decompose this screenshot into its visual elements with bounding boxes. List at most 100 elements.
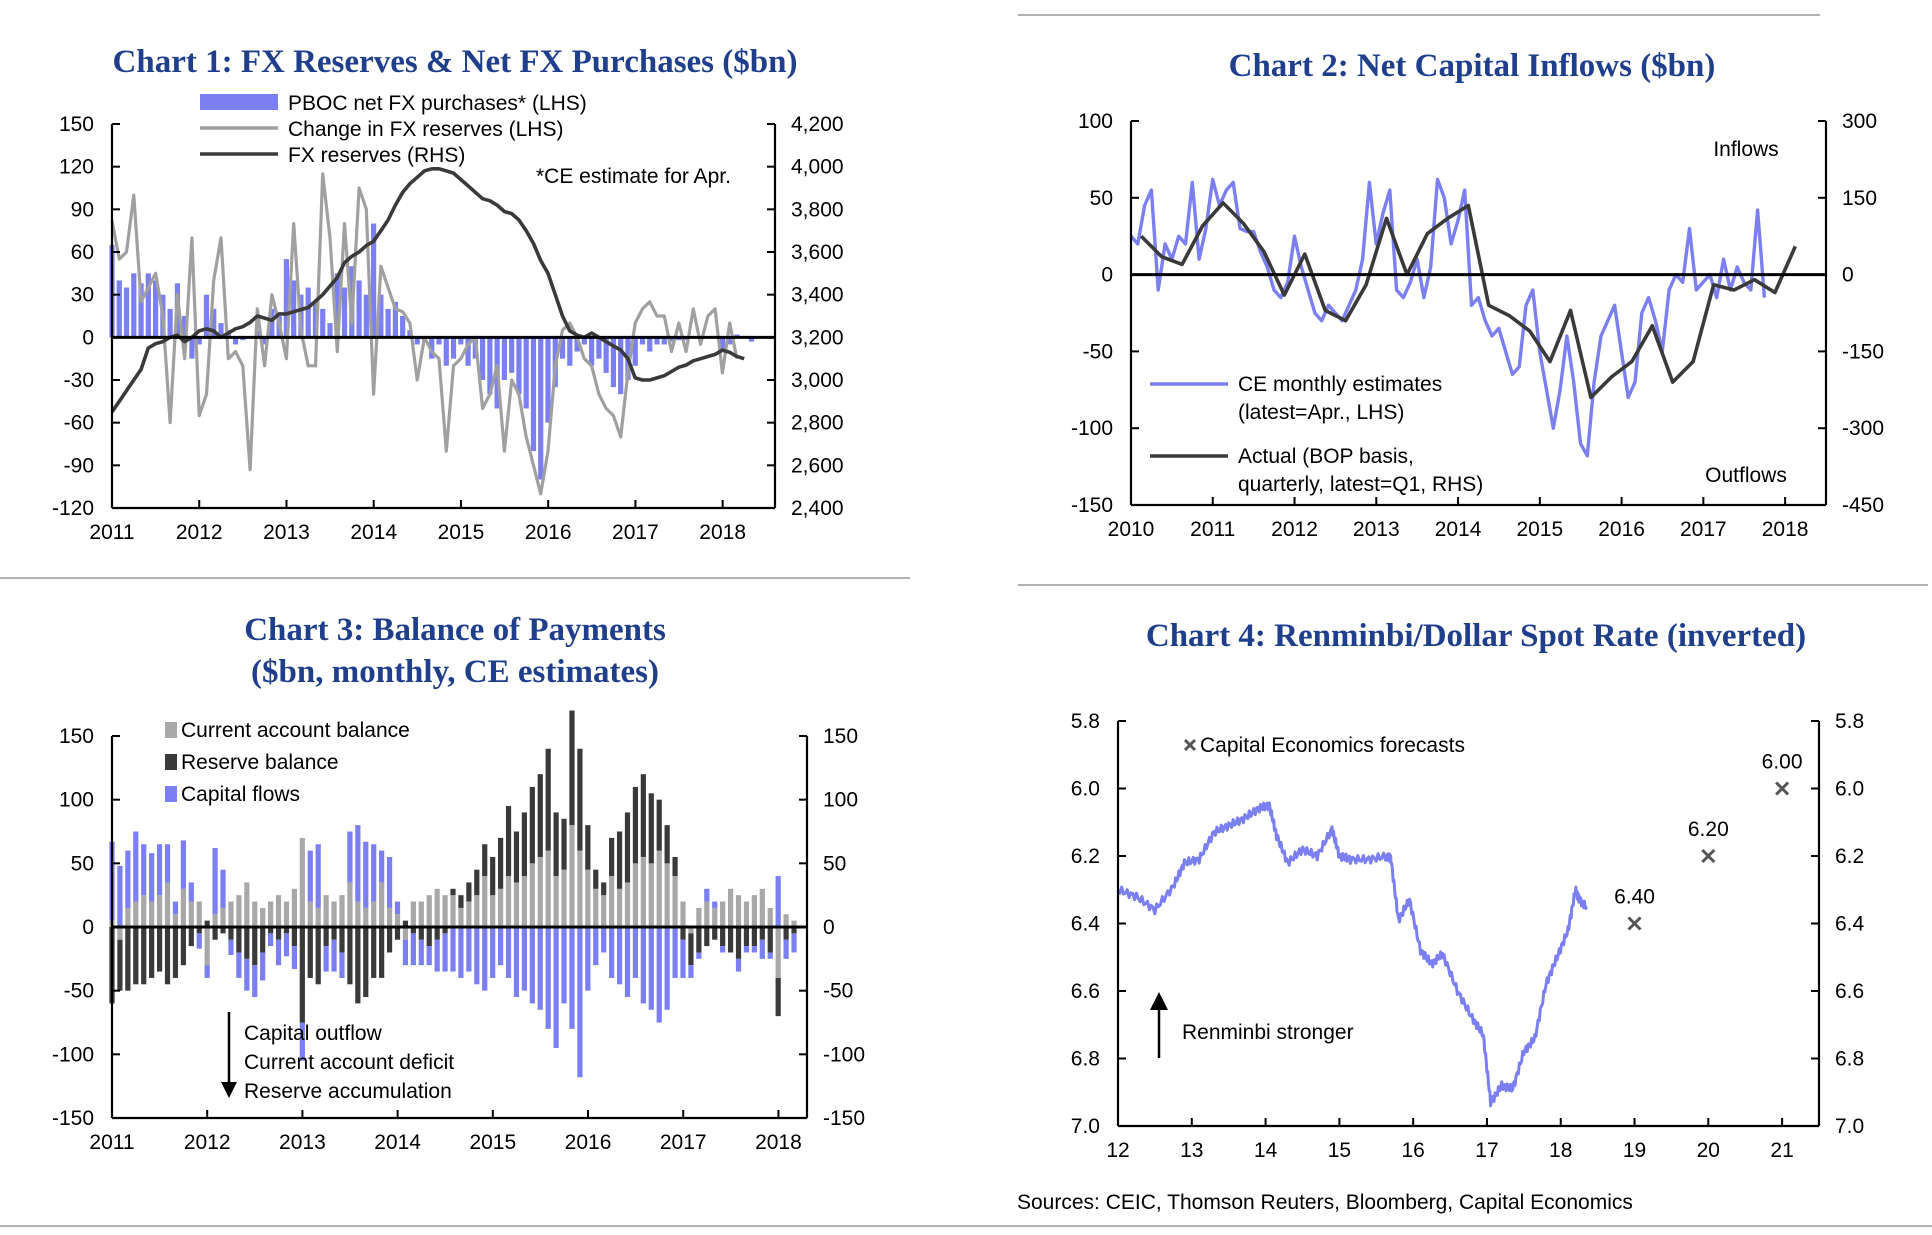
chart-3-bar-reserve-balance <box>418 927 424 940</box>
chart-3-legend-swatch-reserve <box>165 754 177 770</box>
chart-3-bar-capital-flows <box>347 831 353 883</box>
chart-3-bar-current-account <box>252 901 258 927</box>
chart-1-title: Chart 1: FX Reserves & Net FX Purchases … <box>113 44 798 80</box>
chart-3-bar-current-account <box>735 895 742 927</box>
chart-1-bar-pboc-purchases <box>392 301 399 338</box>
chart-1-bar-pboc-purchases <box>378 294 384 338</box>
chart-3-legend-swatch-current <box>165 722 177 738</box>
chart-1-bar-pboc-purchases <box>385 308 391 338</box>
chart-3-bar-reserve-balance <box>680 927 686 940</box>
chart-3-bar-reserve-balance <box>363 927 369 998</box>
chart-3-bar-capital-flows <box>434 939 440 972</box>
chart-3-bar-reserve-balance <box>394 927 401 940</box>
c1-left-tick-label: -60 <box>64 412 94 435</box>
chart-3-bar-capital-flows <box>410 933 416 966</box>
c4-bottom-tick-label: 14 <box>1254 1139 1278 1162</box>
chart-3-bar-current-account <box>664 863 670 927</box>
chart-3-bar-reserve-balance <box>672 856 678 877</box>
chart-3-bar-current-account <box>156 895 163 927</box>
chart-3-bar-current-account <box>720 901 726 927</box>
chart-3-bar-current-account <box>585 869 591 927</box>
c4-right-tick-label: 7.0 <box>1835 1115 1864 1138</box>
c2-left-tick-label: 100 <box>1078 110 1113 133</box>
chart-1-bar-pboc-purchases <box>450 337 457 359</box>
chart-3-bar-current-account <box>149 901 155 927</box>
chart-1-bar-pboc-purchases <box>334 273 340 338</box>
chart-3-bar-current-account <box>220 907 226 927</box>
chart-3-bar-capital-flows <box>624 927 631 998</box>
chart-3-bar-capital-flows <box>220 869 226 908</box>
chart-3-bar-current-account <box>624 882 631 927</box>
chart-3-bar-reserve-balance <box>783 927 789 940</box>
chart-1-bar-pboc-purchases <box>509 337 515 373</box>
chart-3-bar-capital-flows <box>704 888 710 902</box>
chart-3-bar-reserve-balance <box>545 748 551 851</box>
chart-3-bar-current-account <box>355 901 361 927</box>
chart-3-bar-current-account <box>133 901 139 927</box>
chart-3-bar-capital-flows <box>688 965 694 978</box>
chart-3-bar-reserve-balance <box>331 927 337 940</box>
chart-3-bar-capital-flows <box>307 850 313 902</box>
chart-1-bar-pboc-purchases <box>538 337 544 480</box>
chart-3-bar-current-account <box>791 920 797 927</box>
c2-left-tick-label: -100 <box>1071 417 1113 440</box>
chart-3-bar-reserve-balance <box>601 882 607 896</box>
chart-3-bar-reserve-balance <box>283 927 290 934</box>
chart-1-bar-pboc-purchases <box>305 287 311 338</box>
chart-1-bar-pboc-purchases <box>719 337 726 352</box>
chart-3-bar-reserve-balance <box>125 927 131 991</box>
chart-3-bar-current-account <box>767 907 773 927</box>
c2-bottom-tick-label: 2014 <box>1435 518 1482 541</box>
chart-1-bar-pboc-purchases <box>269 308 275 338</box>
chart-3-bar-capital-flows <box>355 825 361 902</box>
chart-3-bar-capital-flows <box>577 927 583 1078</box>
chart-3-bar-current-account <box>616 888 623 927</box>
chart-3-bar-reserve-balance <box>616 831 623 889</box>
chart-4: Chart 4: Renminbi/Dollar Spot Rate (inve… <box>1071 618 1865 1162</box>
chart-3-bar-reserve-balance <box>569 710 575 826</box>
chart-3-bar-reserve-balance <box>791 927 797 934</box>
chart-3-bar-current-account <box>228 901 234 927</box>
c2-left-tick-label: 0 <box>1101 264 1113 287</box>
c1-bottom-tick-label: 2013 <box>263 521 310 544</box>
c3-left-tick-label: 150 <box>59 725 94 748</box>
chart-3-bar-reserve-balance <box>347 927 353 985</box>
chart-1-bar-pboc-purchases <box>131 273 137 338</box>
c3-right-tick-label: 0 <box>823 916 835 939</box>
chart-3-bar-current-account <box>680 901 686 927</box>
chart-3-bar-reserve-balance <box>529 786 535 864</box>
chart-1-bar-pboc-purchases <box>530 337 537 452</box>
chart-3-bar-capital-flows <box>188 882 194 902</box>
chart-1-bar-pboc-purchases <box>632 337 638 366</box>
chart-3-bar-current-account <box>751 895 757 927</box>
chart-2-legend-monthly-1: CE monthly estimates <box>1238 373 1442 396</box>
chart-3-bar-reserve-balance <box>236 927 242 953</box>
chart-3-bar-current-account <box>299 837 305 927</box>
chart-3-bar-capital-flows <box>141 844 147 896</box>
c3-left-tick-label: -100 <box>52 1043 94 1066</box>
c3-right-tick-label: -50 <box>823 980 853 1003</box>
chart-3-bar-capital-flows <box>601 927 607 953</box>
chart-3-bar-capital-flows <box>513 927 520 998</box>
chart-1-line-fx-reserves <box>110 167 745 414</box>
c1-right-tick-label: 3,400 <box>791 284 844 307</box>
chart-1-bar-pboc-purchases <box>291 280 297 338</box>
chart-3-bar-current-account <box>164 882 171 927</box>
c2-right-tick-label: -300 <box>1842 417 1884 440</box>
c1-bottom-tick-label: 2012 <box>176 521 223 544</box>
chart-3-bar-current-account <box>640 856 646 927</box>
c4-right-tick-label: 5.8 <box>1835 710 1864 733</box>
chart-3-bar-reserve-balance <box>355 927 361 1004</box>
chart-3-bar-reserve-balance <box>577 748 583 851</box>
chart-1-bar-pboc-purchases <box>501 337 508 380</box>
c3-bottom-tick-label: 2015 <box>469 1131 516 1154</box>
chart-1-bar-pboc-purchases <box>443 337 449 366</box>
chart-3-bar-current-account <box>347 882 353 927</box>
chart-1-bar-pboc-purchases <box>153 280 159 338</box>
chart-3-bar-reserve-balance <box>450 888 456 896</box>
chart-3-bar-current-account <box>402 927 409 940</box>
chart-3-bar-capital-flows <box>394 901 401 915</box>
chart-3-bar-current-account <box>268 901 274 927</box>
c2-bottom-tick-label: 2012 <box>1271 518 1318 541</box>
